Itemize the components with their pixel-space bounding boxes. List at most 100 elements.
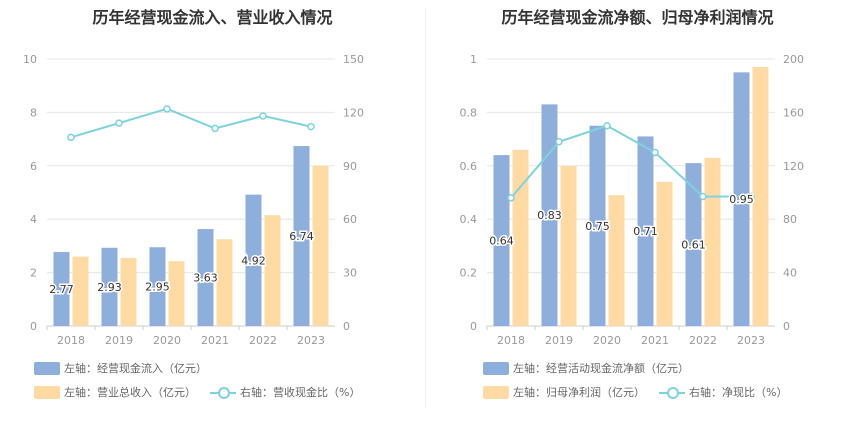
bar [704,157,721,326]
line-point [603,122,611,130]
line-point [115,119,123,127]
bar [149,247,166,326]
line-point [67,133,75,142]
legend-label: 右轴：净现比（%） [689,386,788,399]
bar [493,155,510,326]
chart-plot-left: 0 2 4 6 8 10 0 30 60 90 120 150 2018 2019 2020 2021 2022… [23,53,364,347]
legend-swatch-bar2 [483,385,509,399]
y-left-tick-label: 1 [470,53,477,66]
x-tick-label: 2018 [497,334,525,347]
y-right-tick-label: 80 [783,213,797,226]
legend-row-1-right: 左轴：经营活动现金流净额（亿元） [483,360,689,376]
legend-label: 左轴：经营现金流入（亿元） [64,362,207,375]
y-left-tick-label: 0 [30,320,37,333]
y-left-tick-label: 10 [23,53,37,66]
legend-label: 右轴：营收现金比（%） [240,386,361,399]
bar [101,247,118,326]
x-tick-label: 2019 [105,334,133,347]
bar [752,67,769,326]
y-right-tick-label: 200 [783,53,804,66]
y-left-tick-label: 4 [30,213,37,226]
chart-title-right: 历年经营现金流净额、归母净利润情况 [501,8,774,27]
bar-data-label: 6.74 [289,230,314,243]
line-point [307,122,315,131]
line-point [507,194,515,202]
y-right-tick-label: 150 [343,53,364,66]
line-point [555,138,563,146]
legend-item-net-profit[interactable]: 左轴：归母净利润（亿元） [483,384,645,400]
bar [245,194,262,326]
legend-swatch-bar1 [34,361,60,375]
chart-panel-right: 历年经营现金流净额、归母净利润情况 0 0.2 0.4 0.6 0.8 1 0 40 80 120… [425,0,850,437]
y-right-tick-label: 0 [783,320,790,333]
y-right-tick-label: 30 [343,267,357,280]
legend-swatch-bar2 [34,385,60,399]
x-tick-label: 2018 [57,334,85,347]
bar-data-label: 0.83 [537,209,562,222]
bar [53,252,70,326]
bar [512,149,529,326]
line-point [747,192,755,201]
line-point [699,192,707,201]
y-right-tick-label: 160 [783,106,804,119]
x-tick-label: 2023 [297,334,325,347]
x-tick-label: 2021 [641,334,669,347]
chart-title-left: 历年经营现金流入、营业收入情况 [92,8,333,27]
line-point [163,105,171,113]
y-right-tick-label: 90 [343,160,357,173]
x-tick-label: 2020 [153,334,181,347]
legend-swatch-bar1 [483,361,509,375]
bar-data-label: 2.77 [49,283,74,296]
bar-data-label: 3.63 [193,272,218,285]
legend-item-revenue[interactable]: 左轴：营业总收入（亿元） [34,384,196,400]
bar-data-label: 0.71 [633,225,658,238]
bar-data-label: 0.61 [681,239,706,252]
legend-label: 左轴：营业总收入（亿元） [64,386,196,399]
bar [197,229,214,326]
panel-divider [425,8,426,408]
bar [685,163,702,326]
bar-data-label: 4.92 [241,254,266,267]
legend-row-2-left: 左轴：营业总收入（亿元） 右轴：营收现金比（%） [34,384,360,400]
bar [733,72,750,326]
line-point [211,124,219,133]
x-tick-label: 2022 [689,334,717,347]
series-line [510,124,751,199]
legend-item-revenue-cash-ratio[interactable]: 右轴：营收现金比（%） [210,384,360,400]
legend-swatch-line [210,386,236,399]
bar-data-label: 0.75 [585,220,610,233]
bar [541,104,558,326]
chart-panel-left: 历年经营现金流入、营业收入情况 0 2 4 6 8 10 0 30 60 90 120 150 2018… [23,8,364,400]
x-tick-label: 2020 [593,334,621,347]
bar [312,165,329,326]
legend-row-1-left: 左轴：经营现金流入（亿元） [34,360,207,376]
y-left-tick-label: 2 [30,267,37,280]
bar [589,125,606,326]
y-right-tick-label: 120 [343,106,364,119]
bar [637,136,654,326]
bar [264,215,281,326]
y-left-tick-label: 0.6 [460,160,478,173]
y-left-tick-label: 0.8 [460,106,478,119]
y-left-tick-label: 8 [30,106,37,119]
y-right-tick-label: 120 [783,160,804,173]
bar-data-label: 0.95 [729,193,754,206]
bar [168,261,185,326]
x-tick-label: 2022 [249,334,277,347]
y-left-tick-label: 0.4 [460,213,478,226]
y-right-tick-label: 40 [783,267,797,280]
bar [656,181,673,326]
legend-item-net-cash-ratio[interactable]: 右轴：净现比（%） [659,384,787,400]
bar [293,146,310,326]
legend-label: 左轴：经营活动现金流净额（亿元） [513,362,689,375]
legend-item-cash-inflow[interactable]: 左轴：经营现金流入（亿元） [34,360,207,376]
bar [120,257,137,326]
line-point [259,112,267,120]
bar [608,195,625,326]
legend-item-net-cash-flow[interactable]: 左轴：经营活动现金流净额（亿元） [483,360,689,376]
y-left-tick-label: 0.2 [460,267,478,280]
y-left-tick-label: 6 [30,160,37,173]
bar [72,256,89,326]
x-tick-label: 2019 [545,334,573,347]
legend-label: 左轴：归母净利润（亿元） [513,386,645,399]
